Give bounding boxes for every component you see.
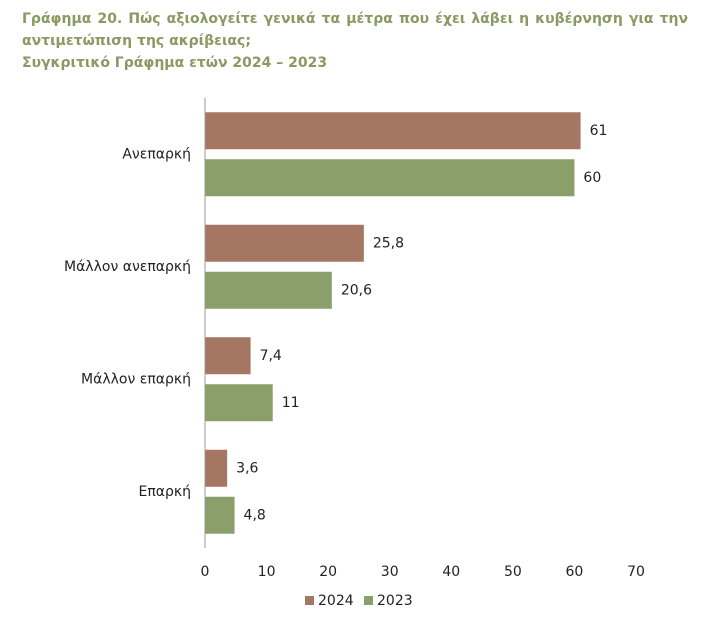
legend-label: 2023 <box>377 593 413 609</box>
bar <box>205 224 364 262</box>
value-label: 7,4 <box>260 348 282 364</box>
legend-swatch <box>364 596 373 605</box>
value-label: 25,8 <box>373 235 404 251</box>
bar <box>205 496 235 534</box>
x-tick-label: 60 <box>566 564 584 580</box>
bar <box>205 112 581 150</box>
value-label: 60 <box>583 170 601 186</box>
bar <box>205 449 228 487</box>
x-tick-label: 20 <box>319 564 337 580</box>
legend-label: 2024 <box>318 593 354 609</box>
bar <box>205 271 332 309</box>
y-tick-label: Μάλλον επαρκή <box>81 371 191 387</box>
x-tick-label: 50 <box>504 564 522 580</box>
value-label: 61 <box>590 123 608 139</box>
header: Γράφημα 20. Πώς αξιολογείτε γενικά τα μέ… <box>22 8 688 74</box>
x-tick-label: 30 <box>381 564 399 580</box>
x-tick-label: 10 <box>258 564 276 580</box>
legend-swatch <box>305 596 314 605</box>
y-tick-label: Μάλλον ανεπαρκή <box>64 259 191 275</box>
value-label: 11 <box>282 395 300 411</box>
bar <box>205 159 575 197</box>
bar <box>205 337 251 375</box>
x-tick-label: 40 <box>442 564 460 580</box>
value-label: 4,8 <box>244 507 266 523</box>
y-tick-label: Ανεπαρκή <box>122 146 191 162</box>
chart-title: Γράφημα 20. Πώς αξιολογείτε γενικά τα μέ… <box>22 11 688 49</box>
x-tick-label: 70 <box>627 564 645 580</box>
chart-subtitle: Συγκριτικό Γράφημα ετών 2024 – 2023 <box>22 55 328 71</box>
value-label: 20,6 <box>341 282 372 298</box>
value-label: 3,6 <box>236 460 258 476</box>
y-tick-label: Επαρκή <box>138 484 191 500</box>
x-tick-label: 0 <box>201 564 210 580</box>
bar <box>205 384 273 422</box>
